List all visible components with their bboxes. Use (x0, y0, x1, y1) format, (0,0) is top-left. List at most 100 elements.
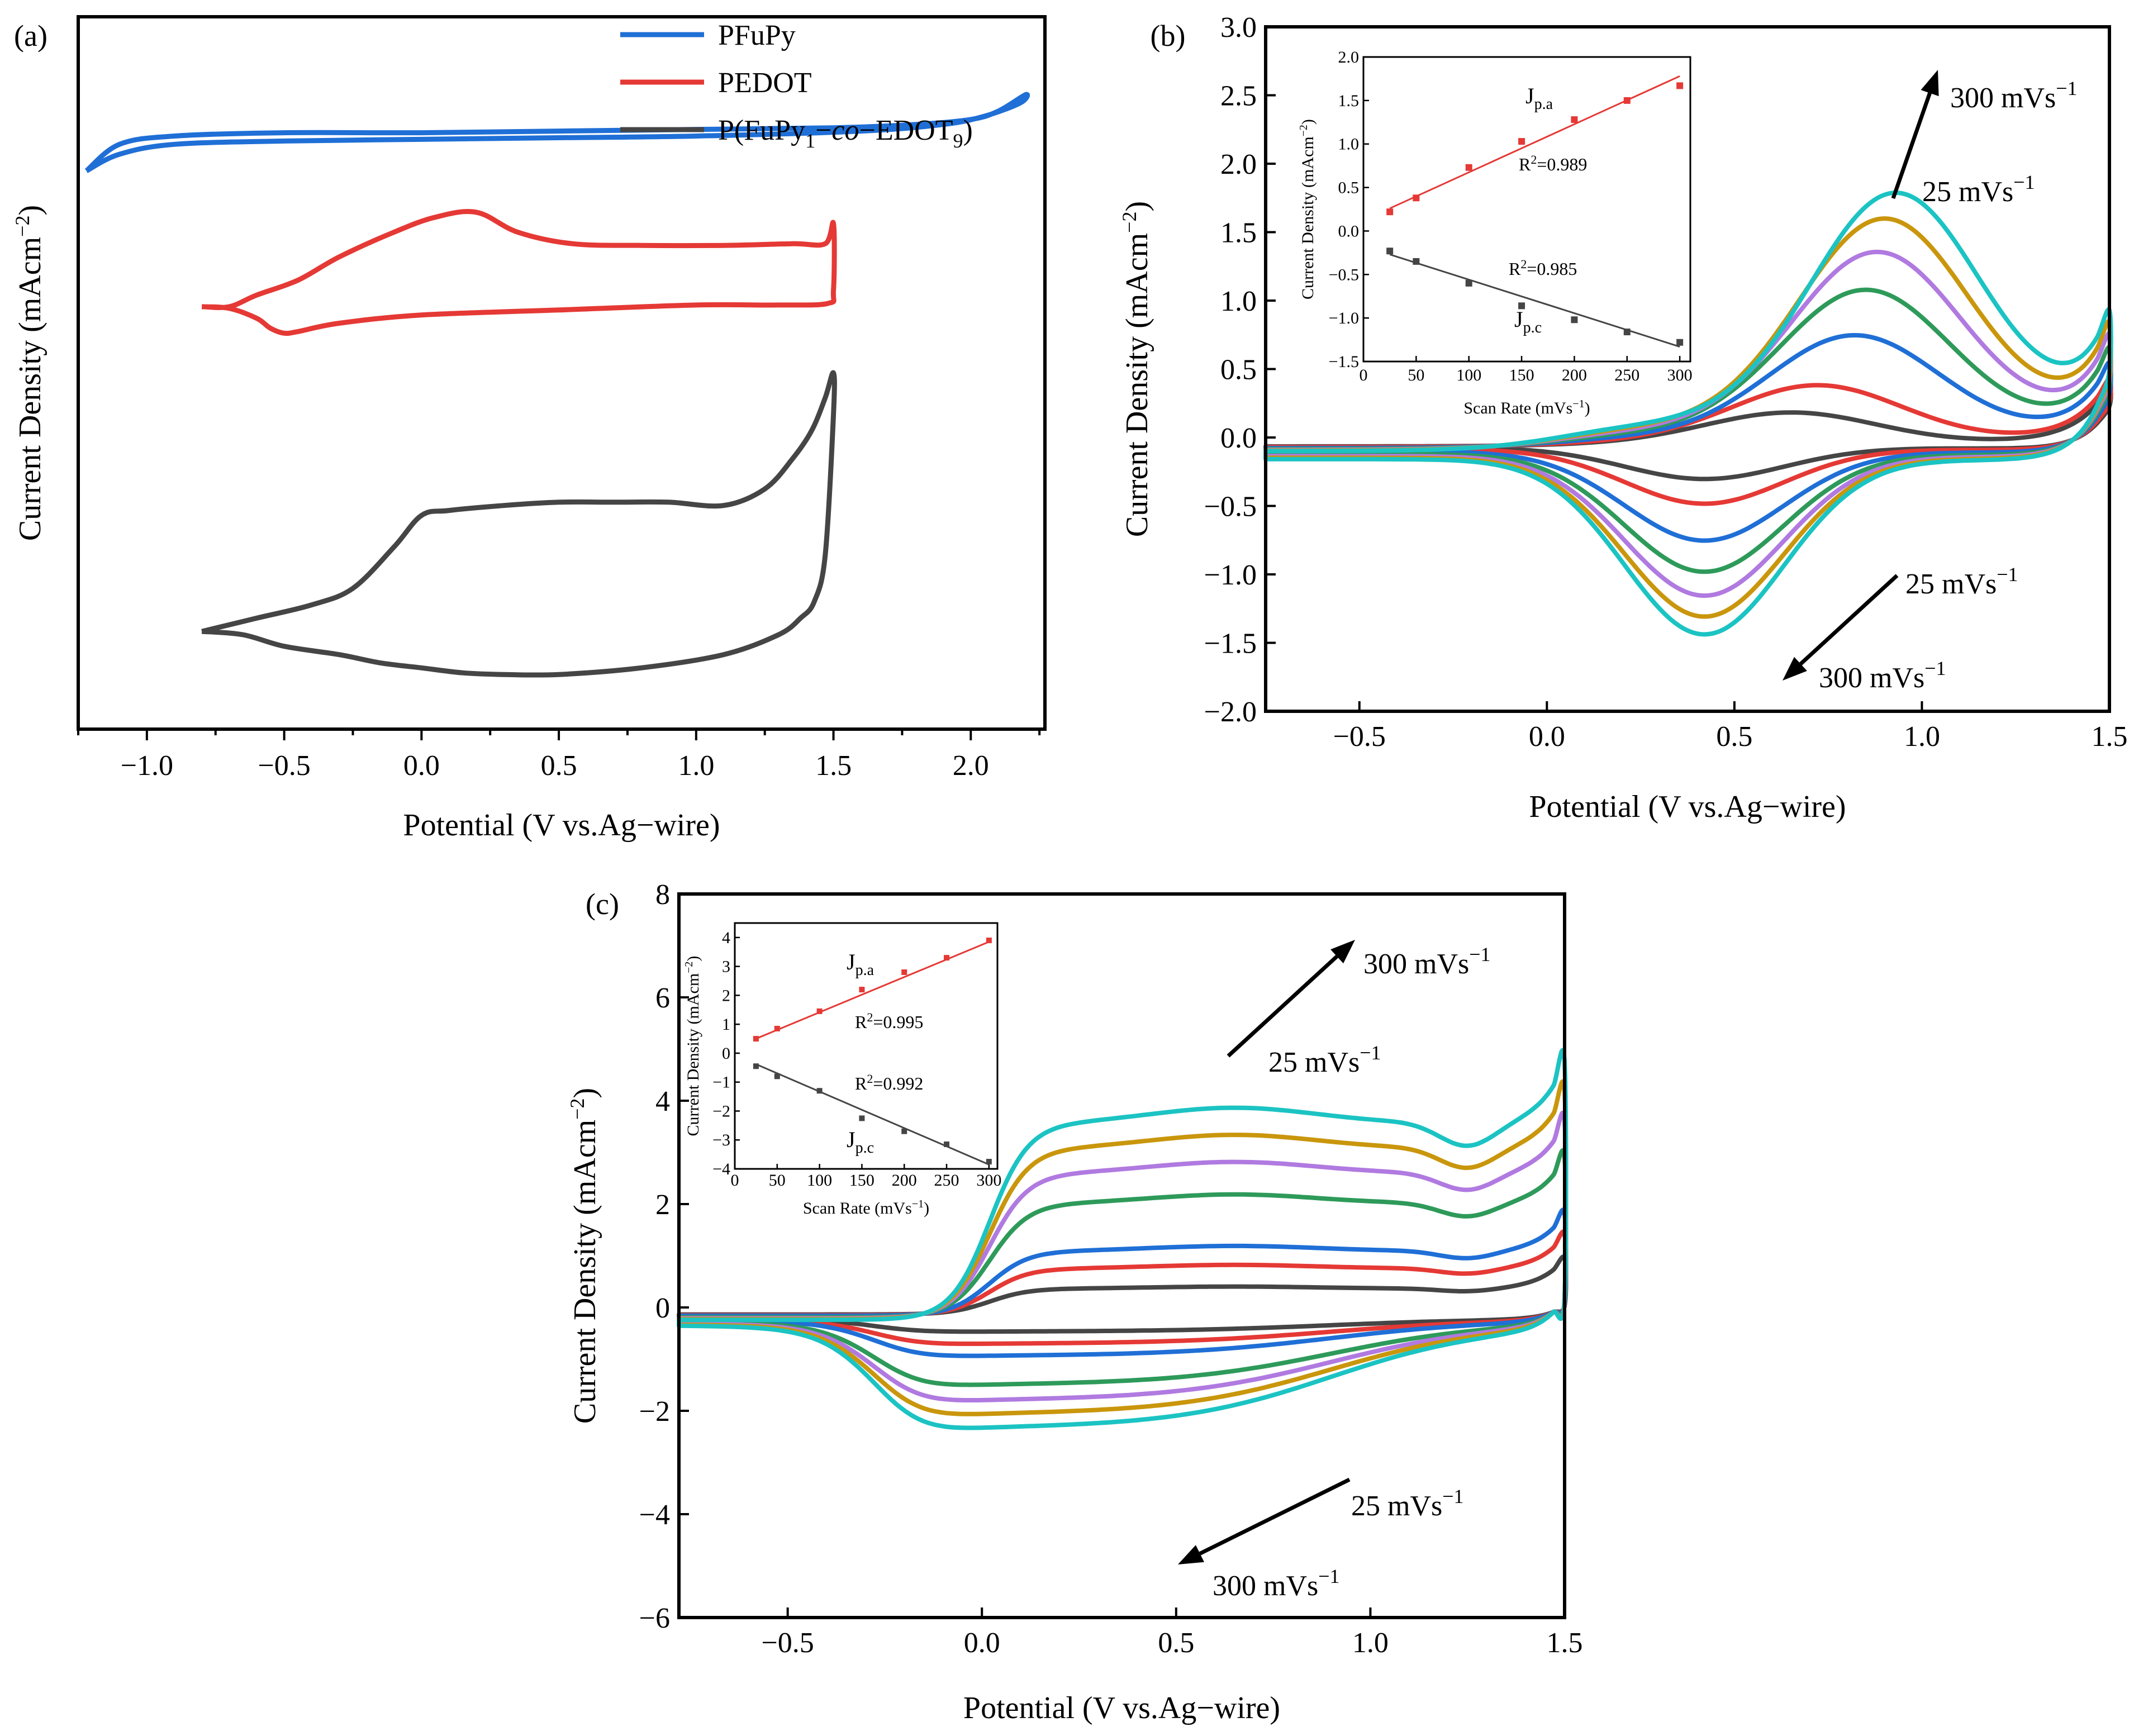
panel-c-inset-point (816, 1008, 823, 1014)
panel-c-inset-x-tick-label: 0 (731, 1171, 739, 1190)
panel-c-label: (c) (586, 887, 619, 921)
panel-a-x-tick-label: 1.5 (815, 750, 852, 782)
panel-b-inset-fit-line (1389, 254, 1680, 348)
panel-c-inset-x-tick-label: 250 (934, 1171, 959, 1190)
panel-c-x-tick-label: 1.0 (1352, 1627, 1389, 1659)
panel-b-y-tick-label: 1.5 (1220, 217, 1257, 249)
panel-a-series-line (201, 209, 837, 336)
panel-c-inset-y-tick-label: 0 (722, 1044, 730, 1063)
panel-b-annotation-down-300: 300 mVs−1 (1819, 657, 1946, 694)
panel-c-inset-jpc-label: Jp.c (847, 1127, 874, 1157)
panel-c-arrow-down-head (1178, 1545, 1204, 1564)
panel-c-arrow-up-head (1330, 940, 1355, 964)
panel-b-x-tick-label: 0.0 (1529, 721, 1565, 753)
panel-b-y-tick-label: 0.5 (1220, 354, 1257, 386)
panel-b-arrow-up (1891, 70, 1939, 199)
panel-c-inset-y-tick-label: 4 (722, 929, 730, 947)
panel-b-inset-point (1676, 82, 1684, 89)
panel-c-inset-y-tick-label: −1 (712, 1073, 730, 1092)
panel-b-inset-point (1623, 97, 1631, 104)
panel-c-y-tick-label: −4 (639, 1499, 670, 1531)
panel-b-inset: 0 50 100 150 200 250 300 −1.5 −1.0 −0.5 0.0 0.5 1.0 1… (1297, 48, 1693, 417)
panel-b-inset-x-tick-label: 100 (1456, 366, 1481, 384)
panel-c-inset-y-tick-label: −2 (712, 1102, 730, 1120)
panel-c-inset-point (986, 938, 992, 944)
panel-a-series-line (201, 370, 837, 678)
panel-c-x-tick-label: 1.5 (1547, 1627, 1583, 1659)
panel-a-x-tick-label: 0.5 (541, 750, 577, 782)
panel-a-x-tick-label: 2.0 (953, 750, 989, 782)
panel-b-inset-point (1386, 208, 1394, 216)
panel-b-x-tick-label: 0.5 (1716, 721, 1752, 753)
panel-a-x-axis-title: Potential (V vs.Ag−wire) (403, 808, 720, 843)
panel-b-inset-r2-cathodic: R2=0.985 (1509, 257, 1577, 279)
panel-b-y-tick-label: −0.5 (1204, 491, 1257, 523)
panel-c-arrow-up-shaft (1227, 955, 1338, 1058)
panel-b-inset-y-tick-label: 2.0 (1338, 48, 1360, 66)
panel-b-inset-fit-line (1389, 75, 1680, 210)
panel-c-y-tick-label: 6 (655, 982, 670, 1014)
panel-b-y-tick-label: −1.0 (1204, 559, 1257, 591)
panel-c-inset-x-tick-label: 50 (769, 1171, 786, 1190)
panel-b-y-tick-label: 2.5 (1220, 80, 1257, 112)
panel-c-inset-y-tick-label: 3 (722, 958, 730, 976)
panel-c-inset-jpa-label: Jp.a (847, 949, 874, 979)
panel-a-x-tick-label: 1.0 (678, 750, 714, 782)
panel-c-inset-point (944, 955, 950, 961)
panel-b-inset-y-tick-label: 0.5 (1338, 179, 1360, 197)
panel-a-label: (a) (14, 19, 47, 53)
panel-c-inset: 0 50 100 150 200 250 300 −4 −3 −2 −1 0 1 2 3 4 Jp.a Jp.c R… (683, 922, 1001, 1217)
panel-c-x-tick-label: 0.5 (1158, 1627, 1194, 1659)
panel-b-inset-x-tick-label: 50 (1408, 366, 1424, 384)
panel-b-label: (b) (1151, 19, 1186, 53)
panel-b-arrow-down-head (1783, 657, 1807, 681)
panel-b-inset-y-tick-label: 1.0 (1338, 135, 1360, 154)
panel-c-inset-point (816, 1088, 823, 1094)
panel-c-arrow-down (1178, 1477, 1351, 1564)
panel-c-inset-point (901, 969, 907, 975)
panel-a-series-line (84, 92, 1030, 173)
panel-b-y-tick-label: 1.0 (1220, 286, 1257, 317)
panel-a-x-tick-label: −1.0 (121, 750, 173, 782)
panel-b-arrow-down (1783, 574, 1899, 681)
panel-c-inset-x-tick-label: 200 (892, 1171, 917, 1190)
panel-b-y-tick-label: 2.0 (1220, 149, 1257, 180)
panel-b-annotation-up-25: 25 mVs−1 (1922, 171, 2035, 208)
panel-c-y-tick-label: 8 (655, 879, 670, 911)
panel-c-inset-point (986, 1159, 992, 1165)
panel-b-inset-x-tick-label: 200 (1562, 366, 1587, 384)
panel-b-x-axis-title: Potential (V vs.Ag−wire) (1529, 789, 1846, 824)
panel-c-inset-point (753, 1036, 759, 1042)
panel-a-x-tick-label: 0.0 (403, 750, 440, 782)
panel-b-arrow-up-head (1921, 70, 1939, 97)
panel-b-inset-y-tick-label: 0.0 (1338, 222, 1360, 240)
panel-c-inset-point (753, 1063, 759, 1069)
panel-c-arrow-down-shaft (1199, 1477, 1351, 1556)
panel-c-inset-y-axis-title: Current Density (mAcm−2) (683, 956, 702, 1136)
panel-c-inset-frame (734, 922, 999, 1170)
panel-c-inset-point (774, 1073, 780, 1079)
panel-b-inset-point (1676, 339, 1684, 346)
panel-c-annotation-down-25: 25 mVs−1 (1351, 1485, 1464, 1522)
panel-c-inset-r2-cathodic: R2=0.992 (855, 1072, 923, 1093)
panel-b-inset-point (1571, 316, 1578, 324)
panel-a-x-tick-label: −0.5 (258, 750, 310, 782)
panel-c-y-tick-label: −2 (639, 1396, 670, 1428)
panel-a-plot-frame (77, 15, 1047, 731)
panel-c: −0.5 0.0 0.5 1.0 1.5 −6 −4 −2 0 2 4 6 8 (c) Current De… (566, 879, 1583, 1725)
panel-b-inset-jpa-label: Jp.a (1525, 83, 1553, 113)
panel-c-inset-x-tick-label: 150 (849, 1171, 874, 1190)
panel-b-inset-point (1623, 329, 1631, 336)
panel-c-arrow-up (1227, 940, 1355, 1058)
panel-c-inset-y-tick-label: 2 (722, 986, 730, 1005)
panel-b-x-tick-label: 1.0 (1904, 721, 1940, 753)
panel-b-inset-y-tick-label: −0.5 (1329, 265, 1359, 284)
panel-b-inset-point (1386, 248, 1394, 255)
panel-b-inset-y-tick-label: 1.5 (1338, 92, 1360, 110)
panel-b-x-tick-label: 1.5 (2092, 721, 2128, 753)
panel-c-y-tick-label: −6 (639, 1602, 670, 1634)
panel-c-inset-x-tick-label: 100 (807, 1171, 832, 1190)
panel-c-x-tick-label: −0.5 (761, 1627, 814, 1659)
panel-b-x-tick-label: −0.5 (1333, 721, 1386, 753)
